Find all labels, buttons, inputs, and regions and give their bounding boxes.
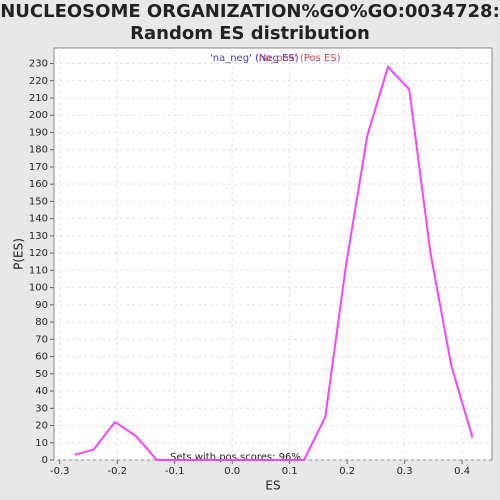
y-tick-label: 210 (29, 93, 48, 104)
y-tick-label: 30 (35, 403, 48, 414)
y-tick-label: 90 (35, 300, 48, 311)
line-series (74, 65, 474, 461)
y-tick-label: 180 (29, 145, 48, 156)
y-tick-label: 130 (29, 231, 48, 242)
y-tick-label: 220 (29, 76, 48, 87)
x-tick-label: -0.3 (50, 466, 70, 477)
y-tick-label: 50 (35, 369, 48, 380)
y-axis-label: P(ES) (12, 238, 26, 270)
x-axis-label: ES (265, 479, 280, 493)
x-tick-label: 0.4 (454, 466, 470, 477)
y-tick-label: 100 (29, 283, 48, 294)
y-tick-label: 70 (35, 334, 48, 345)
y-tick-label: 40 (35, 386, 48, 397)
x-tick-label: 0.0 (224, 466, 240, 477)
legend-entry: 'na_neg' (Neg ES) (210, 53, 299, 64)
y-tick-label: 150 (29, 196, 48, 207)
x-tick-label: 0.3 (397, 466, 413, 477)
annotation: Sets with pos scores: 96% (170, 452, 301, 463)
x-tick-label: -0.2 (107, 466, 127, 477)
y-tick-label: 190 (29, 127, 48, 138)
y-tick-label: 10 (35, 438, 48, 449)
y-tick-label: 200 (29, 110, 48, 121)
plot-area (53, 47, 493, 461)
y-tick-label: 120 (29, 248, 48, 259)
y-tick-label: 230 (29, 59, 48, 70)
chart-title: NUCLEOSOME ORGANIZATION%GO%GO:0034728: Ra… (0, 1, 500, 44)
x-tick-label: 0.1 (282, 466, 298, 477)
legend-entry: 'na_pos' (Pos ES) (256, 53, 341, 64)
y-tick-label: 110 (29, 265, 48, 276)
x-tick-label: -0.1 (165, 466, 185, 477)
y-tick-label: 60 (35, 352, 48, 363)
y-tick-label: 160 (29, 179, 48, 190)
y-tick-label: 140 (29, 214, 48, 225)
x-tick-label: 0.2 (339, 466, 355, 477)
y-tick-label: 0 (42, 455, 48, 466)
y-tick-label: 170 (29, 162, 48, 173)
y-tick-label: 80 (35, 317, 48, 328)
y-tick-label: 20 (35, 421, 48, 432)
